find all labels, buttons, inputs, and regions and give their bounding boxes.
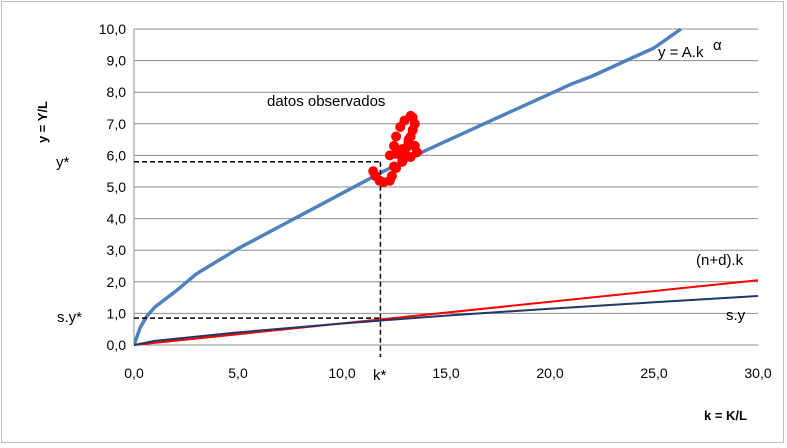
x-tick-label: 25,0 xyxy=(640,365,667,381)
data-point xyxy=(384,150,395,161)
data-point xyxy=(405,151,416,162)
y-tick-label: 1,0 xyxy=(107,305,127,321)
y-tick-label: 0,0 xyxy=(107,337,127,353)
series-line xyxy=(134,279,759,346)
data-point xyxy=(391,131,402,142)
y-tick-label: 2,0 xyxy=(107,274,127,290)
y-star-label: y* xyxy=(56,154,70,171)
x-tick-label: 10,0 xyxy=(328,365,355,381)
series-line xyxy=(134,28,683,346)
sy-star-label: s.y* xyxy=(57,309,82,326)
y-tick-label: 3,0 xyxy=(107,242,127,258)
data-point xyxy=(389,140,399,151)
x-tick-label: 0,0 xyxy=(124,365,144,381)
curve-label-exponent: α xyxy=(713,37,722,54)
y-tick-label: 5,0 xyxy=(107,179,127,195)
data-point xyxy=(403,134,414,145)
data-point xyxy=(395,121,406,132)
line-label: (n+d).k xyxy=(696,252,744,269)
data-point xyxy=(397,156,408,167)
x-tick-label: 30,0 xyxy=(744,365,771,381)
data-label: datos observados xyxy=(267,93,385,110)
x-axis-title: k = K/L xyxy=(704,408,747,423)
y-tick-label: 4,0 xyxy=(107,211,127,227)
series-line xyxy=(134,295,759,346)
x-tick-label: 5,0 xyxy=(228,365,248,381)
k-star-label: k* xyxy=(373,367,387,384)
curve-label: y = A.k xyxy=(658,44,704,61)
savings-label: s.y xyxy=(726,307,746,324)
data-point xyxy=(386,170,397,181)
y-tick-label: 7,0 xyxy=(107,116,127,132)
y-tick-label: 10,0 xyxy=(99,21,126,37)
y-tick-label: 8,0 xyxy=(107,84,127,100)
y-tick-label: 6,0 xyxy=(107,147,127,163)
y-axis-title: y = Y/L xyxy=(35,101,50,143)
x-tick-label: 15,0 xyxy=(432,365,459,381)
data-point xyxy=(389,161,399,172)
x-tick-label: 20,0 xyxy=(536,365,563,381)
data-point xyxy=(397,144,408,155)
y-tick-label: 9,0 xyxy=(107,53,127,69)
